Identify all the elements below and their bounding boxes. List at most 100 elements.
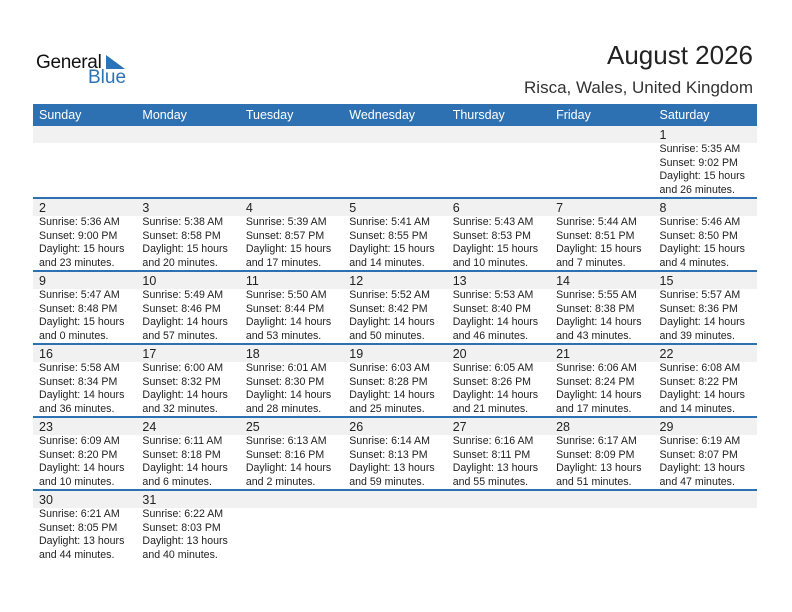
day-cell: 10 Sunrise: 5:49 AM Sunset: 8:46 PM Dayligh… <box>136 272 239 343</box>
daylight-text: Daylight: 15 hours <box>556 243 642 255</box>
day-number: 10 <box>142 274 157 288</box>
minutes-text: and 14 minutes. <box>349 256 425 269</box>
location-subtitle: Risca, Wales, United Kingdom <box>524 78 753 97</box>
sunrise-text: Sunrise: 6:14 AM <box>349 435 430 447</box>
minutes-text: and 50 minutes. <box>349 329 425 342</box>
sunset-text: Sunset: 8:58 PM <box>142 229 221 242</box>
day-cell: 16 Sunrise: 5:58 AM Sunset: 8:34 PM Dayligh… <box>33 345 136 416</box>
sunset-text: Sunset: 9:02 PM <box>659 156 738 169</box>
day-cell: 21 Sunrise: 6:06 AM Sunset: 8:24 PM Dayligh… <box>550 345 653 416</box>
sunset-text: Sunset: 8:32 PM <box>142 375 221 388</box>
daylight-text: Daylight: 13 hours <box>452 462 539 474</box>
day-number: 15 <box>659 274 674 288</box>
weekday-header: Sunday Monday Tuesday Wednesday Thursday Frid… <box>33 104 757 126</box>
day-number: 28 <box>556 420 571 434</box>
day-number: 17 <box>142 347 157 361</box>
day-number: 8 <box>659 201 667 215</box>
day-number: 26 <box>349 420 364 434</box>
sunset-text: Sunset: 8:13 PM <box>349 448 428 461</box>
daylight-text: Daylight: 15 hours <box>659 170 745 182</box>
minutes-text: and 51 minutes. <box>556 475 632 488</box>
sunset-text: Sunset: 8:20 PM <box>39 448 118 461</box>
sunset-text: Sunset: 8:36 PM <box>659 302 738 315</box>
minutes-text: and 2 minutes. <box>245 475 316 488</box>
daylight-text: Daylight: 15 hours <box>39 316 125 328</box>
day-number: 27 <box>452 420 467 434</box>
day-cell: 31 Sunrise: 6:22 AM Sunset: 8:03 PM Dayligh… <box>136 491 239 562</box>
day-cell: 17 Sunrise: 6:00 AM Sunset: 8:32 PM Dayligh… <box>136 345 239 416</box>
sunset-text: Sunset: 8:28 PM <box>349 375 428 388</box>
empty-cell <box>240 491 343 562</box>
sunset-text: Sunset: 8:05 PM <box>39 521 118 534</box>
minutes-text: and 39 minutes. <box>659 329 735 342</box>
day-cell: 14 Sunrise: 5:55 AM Sunset: 8:38 PM Dayligh… <box>550 272 653 343</box>
day-cell: 12 Sunrise: 5:52 AM Sunset: 8:42 PM Dayligh… <box>343 272 446 343</box>
day-cell: 7 Sunrise: 5:44 AM Sunset: 8:51 PM Daylight… <box>550 199 653 270</box>
minutes-text: and 47 minutes. <box>659 475 735 488</box>
sunset-text: Sunset: 8:38 PM <box>556 302 635 315</box>
day-cell: 5 Sunrise: 5:41 AM Sunset: 8:55 PM Daylight… <box>343 199 446 270</box>
sunrise-text: Sunrise: 5:35 AM <box>659 143 741 155</box>
day-cell: 29 Sunrise: 6:19 AM Sunset: 8:07 PM Dayligh… <box>654 418 757 489</box>
logo-word-blue: Blue <box>88 67 127 88</box>
calendar-body: 1 Sunrise: 5:35 AM Sunset: 9:02 PM Daylight… <box>33 126 757 562</box>
page-title: August 2026 <box>606 40 753 70</box>
calendar-week: 23 Sunrise: 6:09 AM Sunset: 8:20 PM Dayligh… <box>33 418 757 491</box>
day-number: 23 <box>39 420 53 434</box>
sunset-text: Sunset: 8:40 PM <box>452 302 532 315</box>
sunrise-text: Sunrise: 5:50 AM <box>245 289 327 301</box>
empty-cell <box>447 491 550 562</box>
daylight-text: Daylight: 13 hours <box>39 535 125 547</box>
minutes-text: and 59 minutes. <box>349 475 425 488</box>
weekday-wednesday: Wednesday <box>349 108 416 122</box>
daylight-text: Daylight: 15 hours <box>245 243 332 255</box>
day-cell: 2 Sunrise: 5:36 AM Sunset: 9:00 PM Daylight… <box>33 199 136 270</box>
sunrise-text: Sunrise: 5:46 AM <box>659 216 741 228</box>
day-number: 12 <box>349 274 364 288</box>
sunrise-text: Sunrise: 6:01 AM <box>245 362 327 374</box>
sunrise-text: Sunrise: 5:57 AM <box>659 289 741 301</box>
sunset-text: Sunset: 8:26 PM <box>452 375 532 388</box>
day-number: 25 <box>245 420 260 434</box>
day-number: 19 <box>349 347 364 361</box>
empty-cell <box>343 126 446 197</box>
day-number: 2 <box>39 201 46 215</box>
day-number: 14 <box>556 274 571 288</box>
sunset-text: Sunset: 8:53 PM <box>452 229 532 242</box>
empty-cell <box>136 126 239 197</box>
sunrise-text: Sunrise: 6:16 AM <box>452 435 534 447</box>
sunrise-text: Sunrise: 6:05 AM <box>452 362 534 374</box>
daylight-text: Daylight: 13 hours <box>556 462 642 474</box>
sunrise-text: Sunrise: 5:55 AM <box>556 289 637 301</box>
calendar: Sunday Monday Tuesday Wednesday Thursday Frid… <box>33 104 757 562</box>
minutes-text: and 36 minutes. <box>39 402 115 415</box>
day-cell: 28 Sunrise: 6:17 AM Sunset: 8:09 PM Dayligh… <box>550 418 653 489</box>
weekday-thursday: Thursday <box>452 108 505 122</box>
daylight-text: Daylight: 14 hours <box>556 389 642 401</box>
sunset-text: Sunset: 8:07 PM <box>659 448 738 461</box>
daylight-text: Daylight: 15 hours <box>142 243 228 255</box>
day-number: 11 <box>245 274 259 288</box>
sunset-text: Sunset: 8:34 PM <box>39 375 118 388</box>
sunset-text: Sunset: 9:00 PM <box>39 229 118 242</box>
minutes-text: and 57 minutes. <box>142 329 218 342</box>
daylight-text: Daylight: 14 hours <box>39 389 125 401</box>
minutes-text: and 7 minutes. <box>556 256 626 269</box>
empty-cell <box>550 491 653 562</box>
minutes-text: and 53 minutes. <box>245 329 322 342</box>
sunset-text: Sunset: 8:09 PM <box>556 448 635 461</box>
daylight-text: Daylight: 14 hours <box>142 389 228 401</box>
day-cell: 30 Sunrise: 6:21 AM Sunset: 8:05 PM Dayligh… <box>33 491 136 562</box>
minutes-text: and 28 minutes. <box>245 402 322 415</box>
daylight-text: Daylight: 14 hours <box>142 462 228 474</box>
daylight-text: Daylight: 15 hours <box>349 243 435 255</box>
daylight-text: Daylight: 14 hours <box>39 462 125 474</box>
calendar-week: 2 Sunrise: 5:36 AM Sunset: 9:00 PM Daylight… <box>33 199 757 272</box>
day-number: 31 <box>142 493 157 507</box>
daylight-text: Daylight: 14 hours <box>142 316 228 328</box>
calendar-week: 9 Sunrise: 5:47 AM Sunset: 8:48 PM Daylight… <box>33 272 757 345</box>
minutes-text: and 23 minutes. <box>39 256 115 269</box>
minutes-text: and 40 minutes. <box>142 548 218 561</box>
sunrise-text: Sunrise: 5:47 AM <box>39 289 120 301</box>
weekday-saturday: Saturday <box>659 108 710 122</box>
